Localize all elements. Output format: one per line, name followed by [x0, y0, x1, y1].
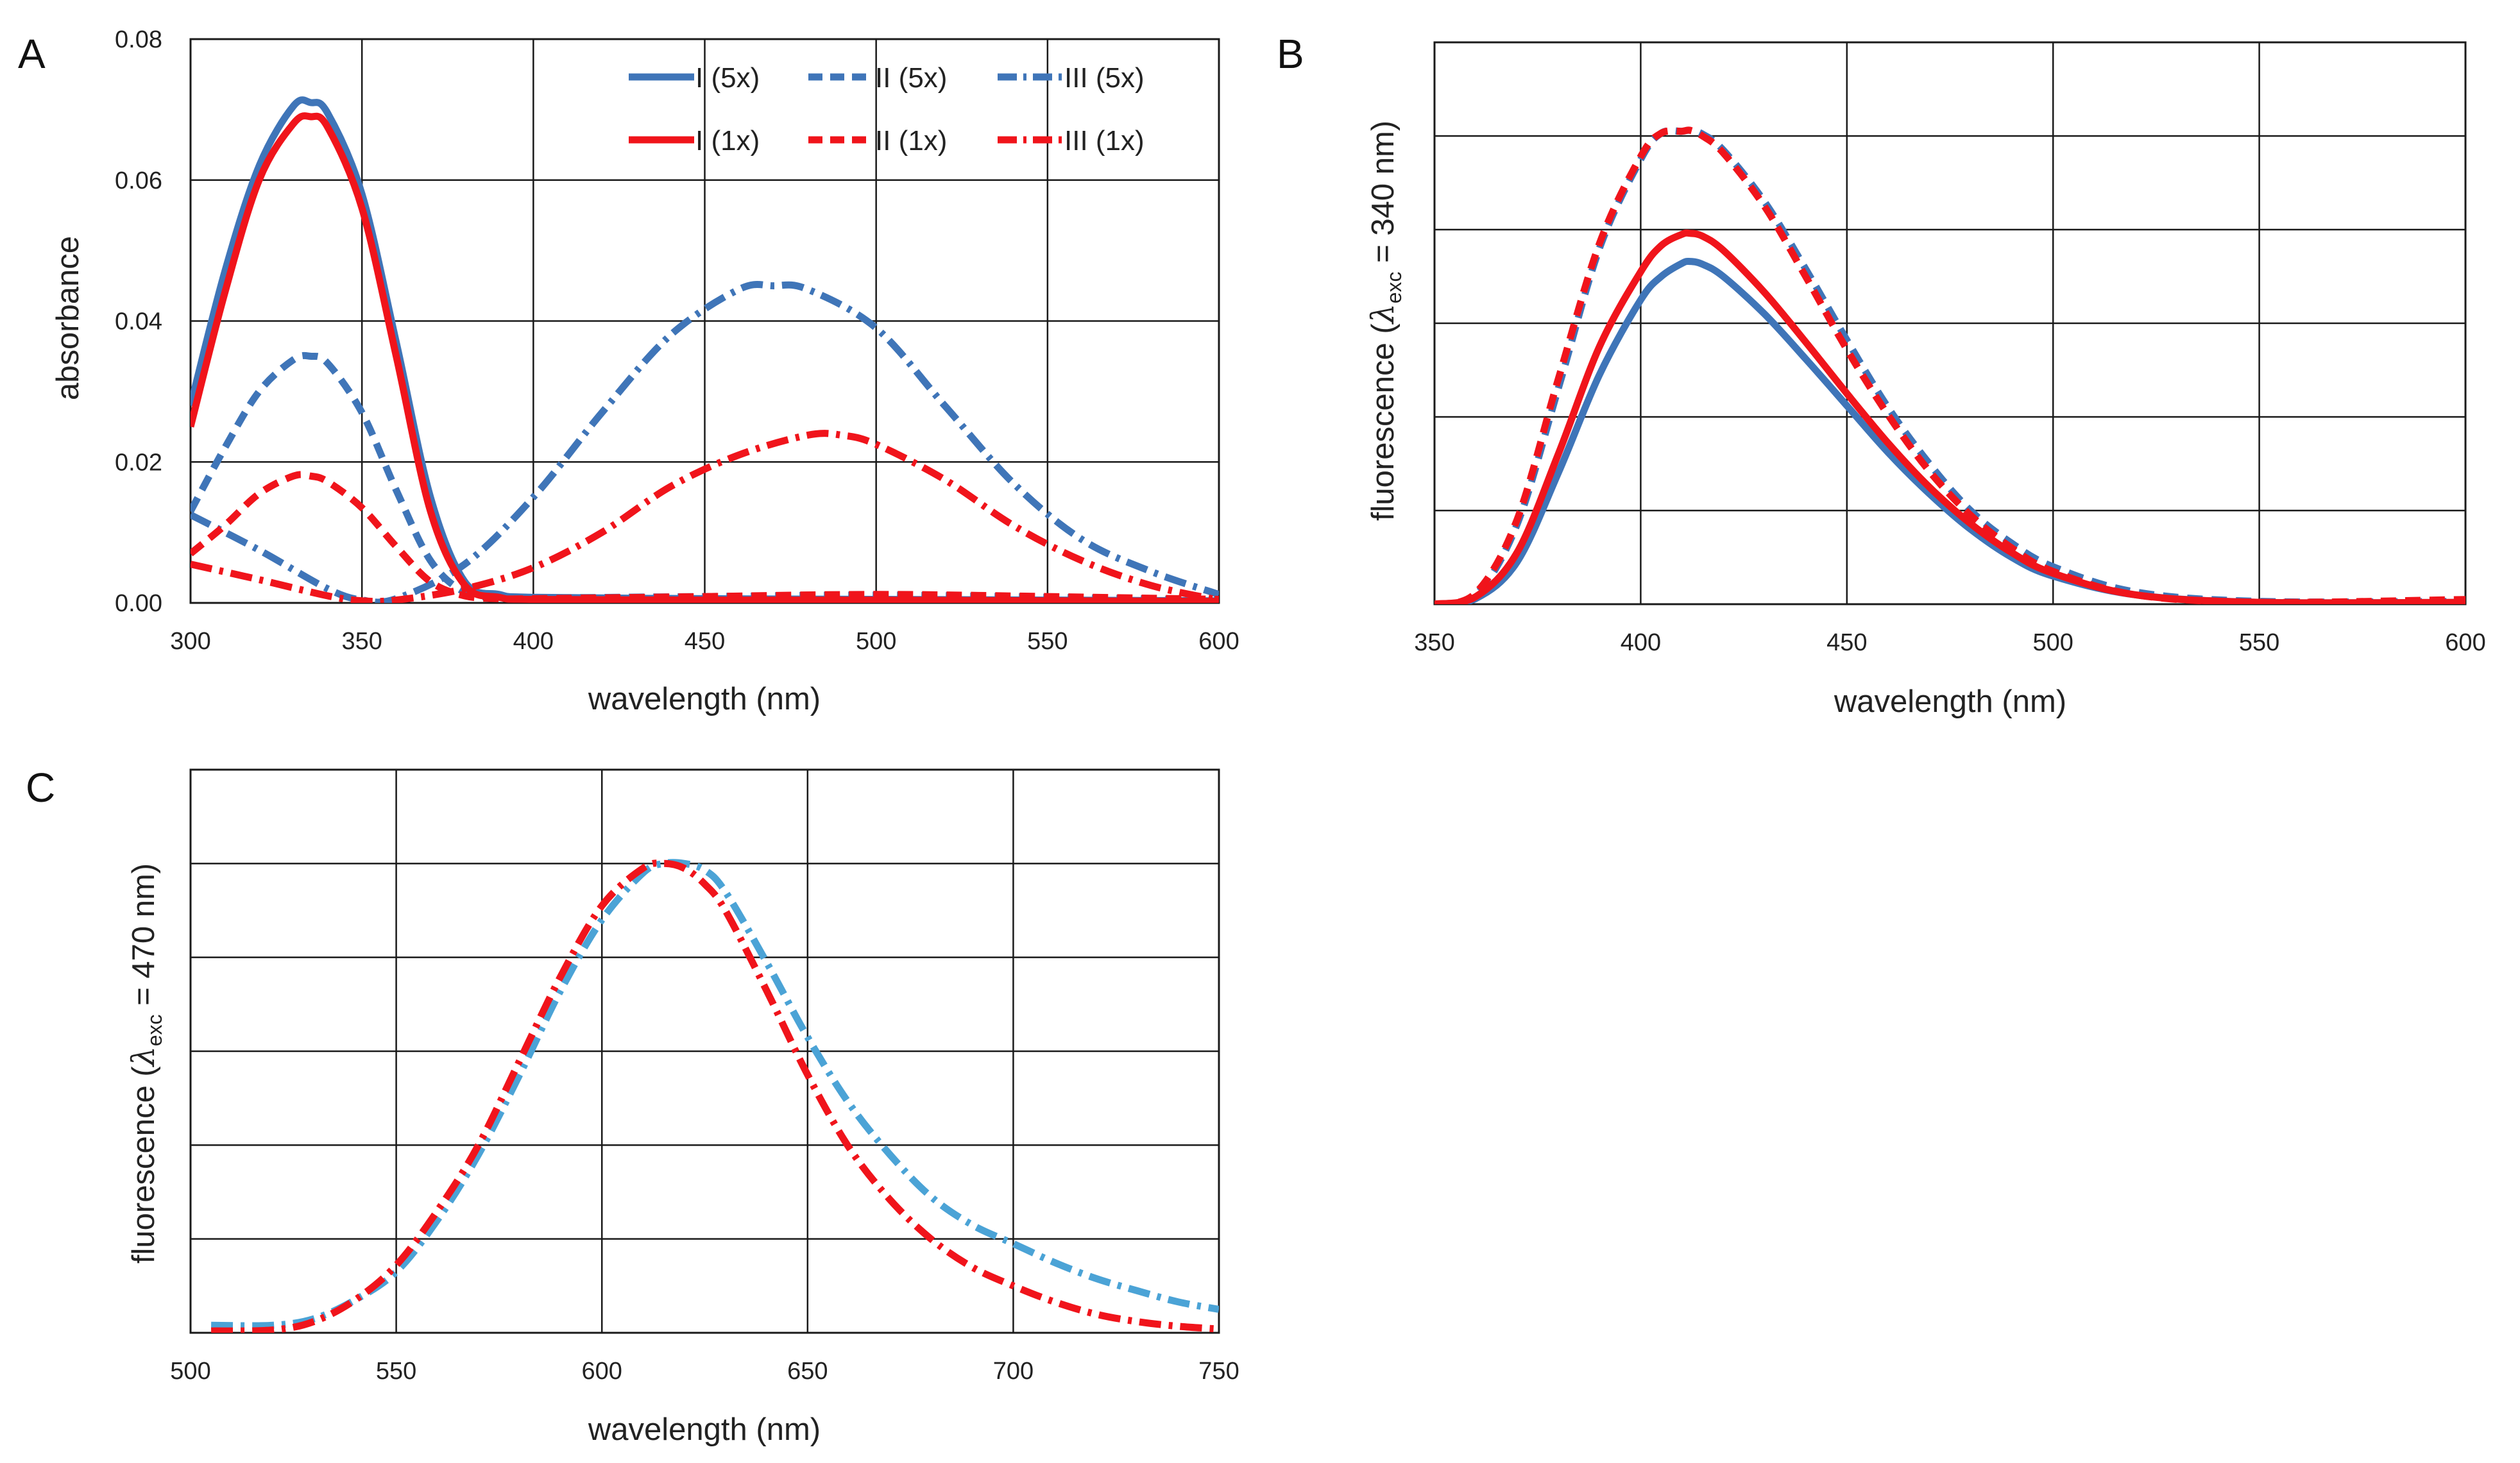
panel-b-x-tick-label: 550 — [2239, 629, 2279, 656]
panel-c-y-axis-title: fluorescence (λexc = 470 nm) — [125, 863, 166, 1264]
legend-item-i-5x: I (5x) — [629, 62, 760, 94]
panel-a-x-tick-label: 350 — [341, 628, 382, 655]
panel-a-grid — [189, 38, 1220, 604]
legend-label-ii-5x: II (5x) — [875, 62, 947, 94]
panel-a-x-tick-label: 550 — [1027, 628, 1068, 655]
panel-b-x-axis-title: wavelength (nm) — [1834, 684, 2066, 719]
panel-a-lines — [191, 96, 1219, 603]
panel-a-x-tick-label: 450 — [685, 628, 725, 655]
legend-item-iii-1x: III (1x) — [998, 125, 1145, 156]
panel-a-series-i-1x — [191, 112, 1219, 603]
panel-a-y-axis-title: absorbance — [51, 236, 85, 400]
panel-a-ticks: 300 350 400 450 500 550 600 0.00 0.02 0.04 0.06 0.0… — [115, 26, 1239, 655]
panel-c-y-title-subscript: exc — [143, 1014, 166, 1046]
panel-a-y-tick-label: 0.06 — [115, 167, 162, 194]
panel-b-label: B — [1277, 31, 1304, 77]
panel-c-x-tick-label: 700 — [993, 1358, 1034, 1385]
panel-b-y-title-suffix: = 340 nm) — [1366, 121, 1400, 272]
panel-c-series-iii-1x — [210, 859, 1219, 1333]
legend-label-iii-1x: III (1x) — [1064, 125, 1145, 156]
panel-a-x-axis-title: wavelength (nm) — [588, 682, 821, 716]
panel-c: C 500 550 600 650 700 750 wavelength (nm) flu… — [26, 765, 1239, 1447]
panel-c-x-axis-title: wavelength (nm) — [588, 1412, 821, 1447]
panel-c-label: C — [26, 765, 55, 811]
panel-c-lines — [210, 859, 1219, 1333]
legend-label-ii-1x: II (1x) — [875, 125, 947, 156]
panel-b-lines — [1435, 126, 2465, 604]
legend-item-iii-5x: III (5x) — [998, 62, 1145, 94]
panel-a-legend: I (5x) II (5x) III (5x) I (1x) II (1x) I… — [629, 62, 1145, 156]
panel-a-x-tick-label: 300 — [170, 628, 210, 655]
legend-item-ii-1x: II (1x) — [808, 125, 947, 156]
panel-b-grid — [1433, 41, 2467, 605]
panel-b-series-i-5x — [1435, 257, 2465, 604]
legend-label-i-5x: I (5x) — [695, 62, 760, 94]
panel-a-y-tick-label: 0.04 — [115, 309, 162, 335]
panel-c-x-tick-label: 500 — [170, 1358, 210, 1385]
panel-a-x-tick-label: 500 — [856, 628, 896, 655]
legend-item-i-1x: I (1x) — [629, 125, 760, 156]
panel-a-y-tick-label: 0.00 — [115, 590, 162, 617]
panel-a-series-ii-1x — [191, 471, 1219, 603]
panel-b-x-tick-label: 350 — [1414, 629, 1454, 656]
panel-c-x-tick-label: 550 — [376, 1358, 416, 1385]
panel-a-x-tick-label: 600 — [1198, 628, 1239, 655]
panel-c-x-tick-label: 650 — [787, 1358, 828, 1385]
panel-a-y-tick-label: 0.08 — [115, 26, 162, 53]
panel-b-x-tick-label: 500 — [2032, 629, 2073, 656]
panel-c-series-iii-5x — [211, 859, 1219, 1330]
panel-b-series-ii-1x — [1435, 126, 2465, 604]
legend-item-ii-5x: II (5x) — [808, 62, 947, 94]
panel-c-x-tick-label: 600 — [581, 1358, 622, 1385]
legend-label-i-1x: I (1x) — [695, 125, 760, 156]
panel-a-label: A — [18, 31, 46, 77]
panel-b: B 350 400 450 500 550 600 wavelength (nm) flu… — [1277, 31, 2486, 719]
legend-label-iii-5x: III (5x) — [1064, 62, 1145, 94]
panel-a-series-iii-1x — [191, 430, 1219, 603]
panel-b-ticks: 350 400 450 500 550 600 — [1414, 629, 2485, 656]
panel-c-grid — [189, 768, 1220, 1334]
panel-b-y-title-prefix: fluorescence ( — [1366, 323, 1400, 521]
panel-b-series-i-1x — [1435, 229, 2465, 604]
panel-b-x-tick-label: 450 — [1826, 629, 1867, 656]
panel-c-y-title-suffix: = 470 nm) — [126, 863, 161, 1015]
panel-c-y-title-prefix: fluorescence ( — [126, 1066, 161, 1264]
panel-b-y-title-symbol: λ — [1365, 303, 1401, 325]
panel-c-ticks: 500 550 600 650 700 750 — [170, 1358, 1239, 1385]
panel-a-x-tick-label: 400 — [513, 628, 554, 655]
panel-b-y-axis-title: fluorescence (λexc = 340 nm) — [1365, 121, 1406, 521]
panel-c-y-title-symbol: λ — [125, 1046, 162, 1067]
panel-a: A 300 350 400 450 500 550 600 0.00 0.02 0.04 0.06 0… — [18, 26, 1239, 716]
panel-a-y-tick-label: 0.02 — [115, 449, 162, 476]
panel-b-x-tick-label: 400 — [1621, 629, 1661, 656]
panel-c-x-tick-label: 750 — [1198, 1358, 1239, 1385]
panel-b-x-tick-label: 600 — [2445, 629, 2485, 656]
panel-b-y-title-subscript: exc — [1383, 271, 1406, 303]
